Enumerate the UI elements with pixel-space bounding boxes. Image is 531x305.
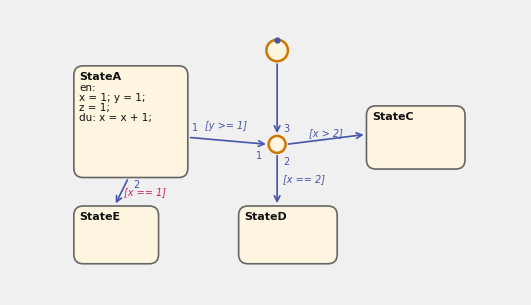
FancyBboxPatch shape (74, 66, 188, 178)
Text: x = 1; y = 1;: x = 1; y = 1; (79, 93, 145, 103)
Text: 1: 1 (192, 124, 199, 134)
Text: StateA: StateA (79, 72, 122, 82)
FancyBboxPatch shape (366, 106, 465, 169)
Text: StateD: StateD (244, 212, 287, 222)
Circle shape (269, 136, 286, 153)
Text: 1: 1 (256, 151, 262, 160)
FancyBboxPatch shape (74, 206, 159, 264)
Text: StateE: StateE (79, 212, 121, 222)
Text: du: x = x + 1;: du: x = x + 1; (79, 113, 152, 123)
Circle shape (267, 40, 288, 61)
Text: en:: en: (79, 83, 96, 93)
Text: [y >= 1]: [y >= 1] (204, 121, 246, 131)
Text: z = 1;: z = 1; (79, 103, 110, 113)
Text: 3: 3 (284, 124, 289, 134)
FancyBboxPatch shape (238, 206, 337, 264)
Text: [x == 1]: [x == 1] (124, 187, 166, 197)
Text: 2: 2 (284, 157, 289, 167)
Text: 2: 2 (133, 180, 140, 190)
Text: [x == 2]: [x == 2] (284, 174, 326, 185)
Text: StateC: StateC (372, 112, 414, 122)
Text: [x > 2]: [x > 2] (309, 128, 343, 138)
